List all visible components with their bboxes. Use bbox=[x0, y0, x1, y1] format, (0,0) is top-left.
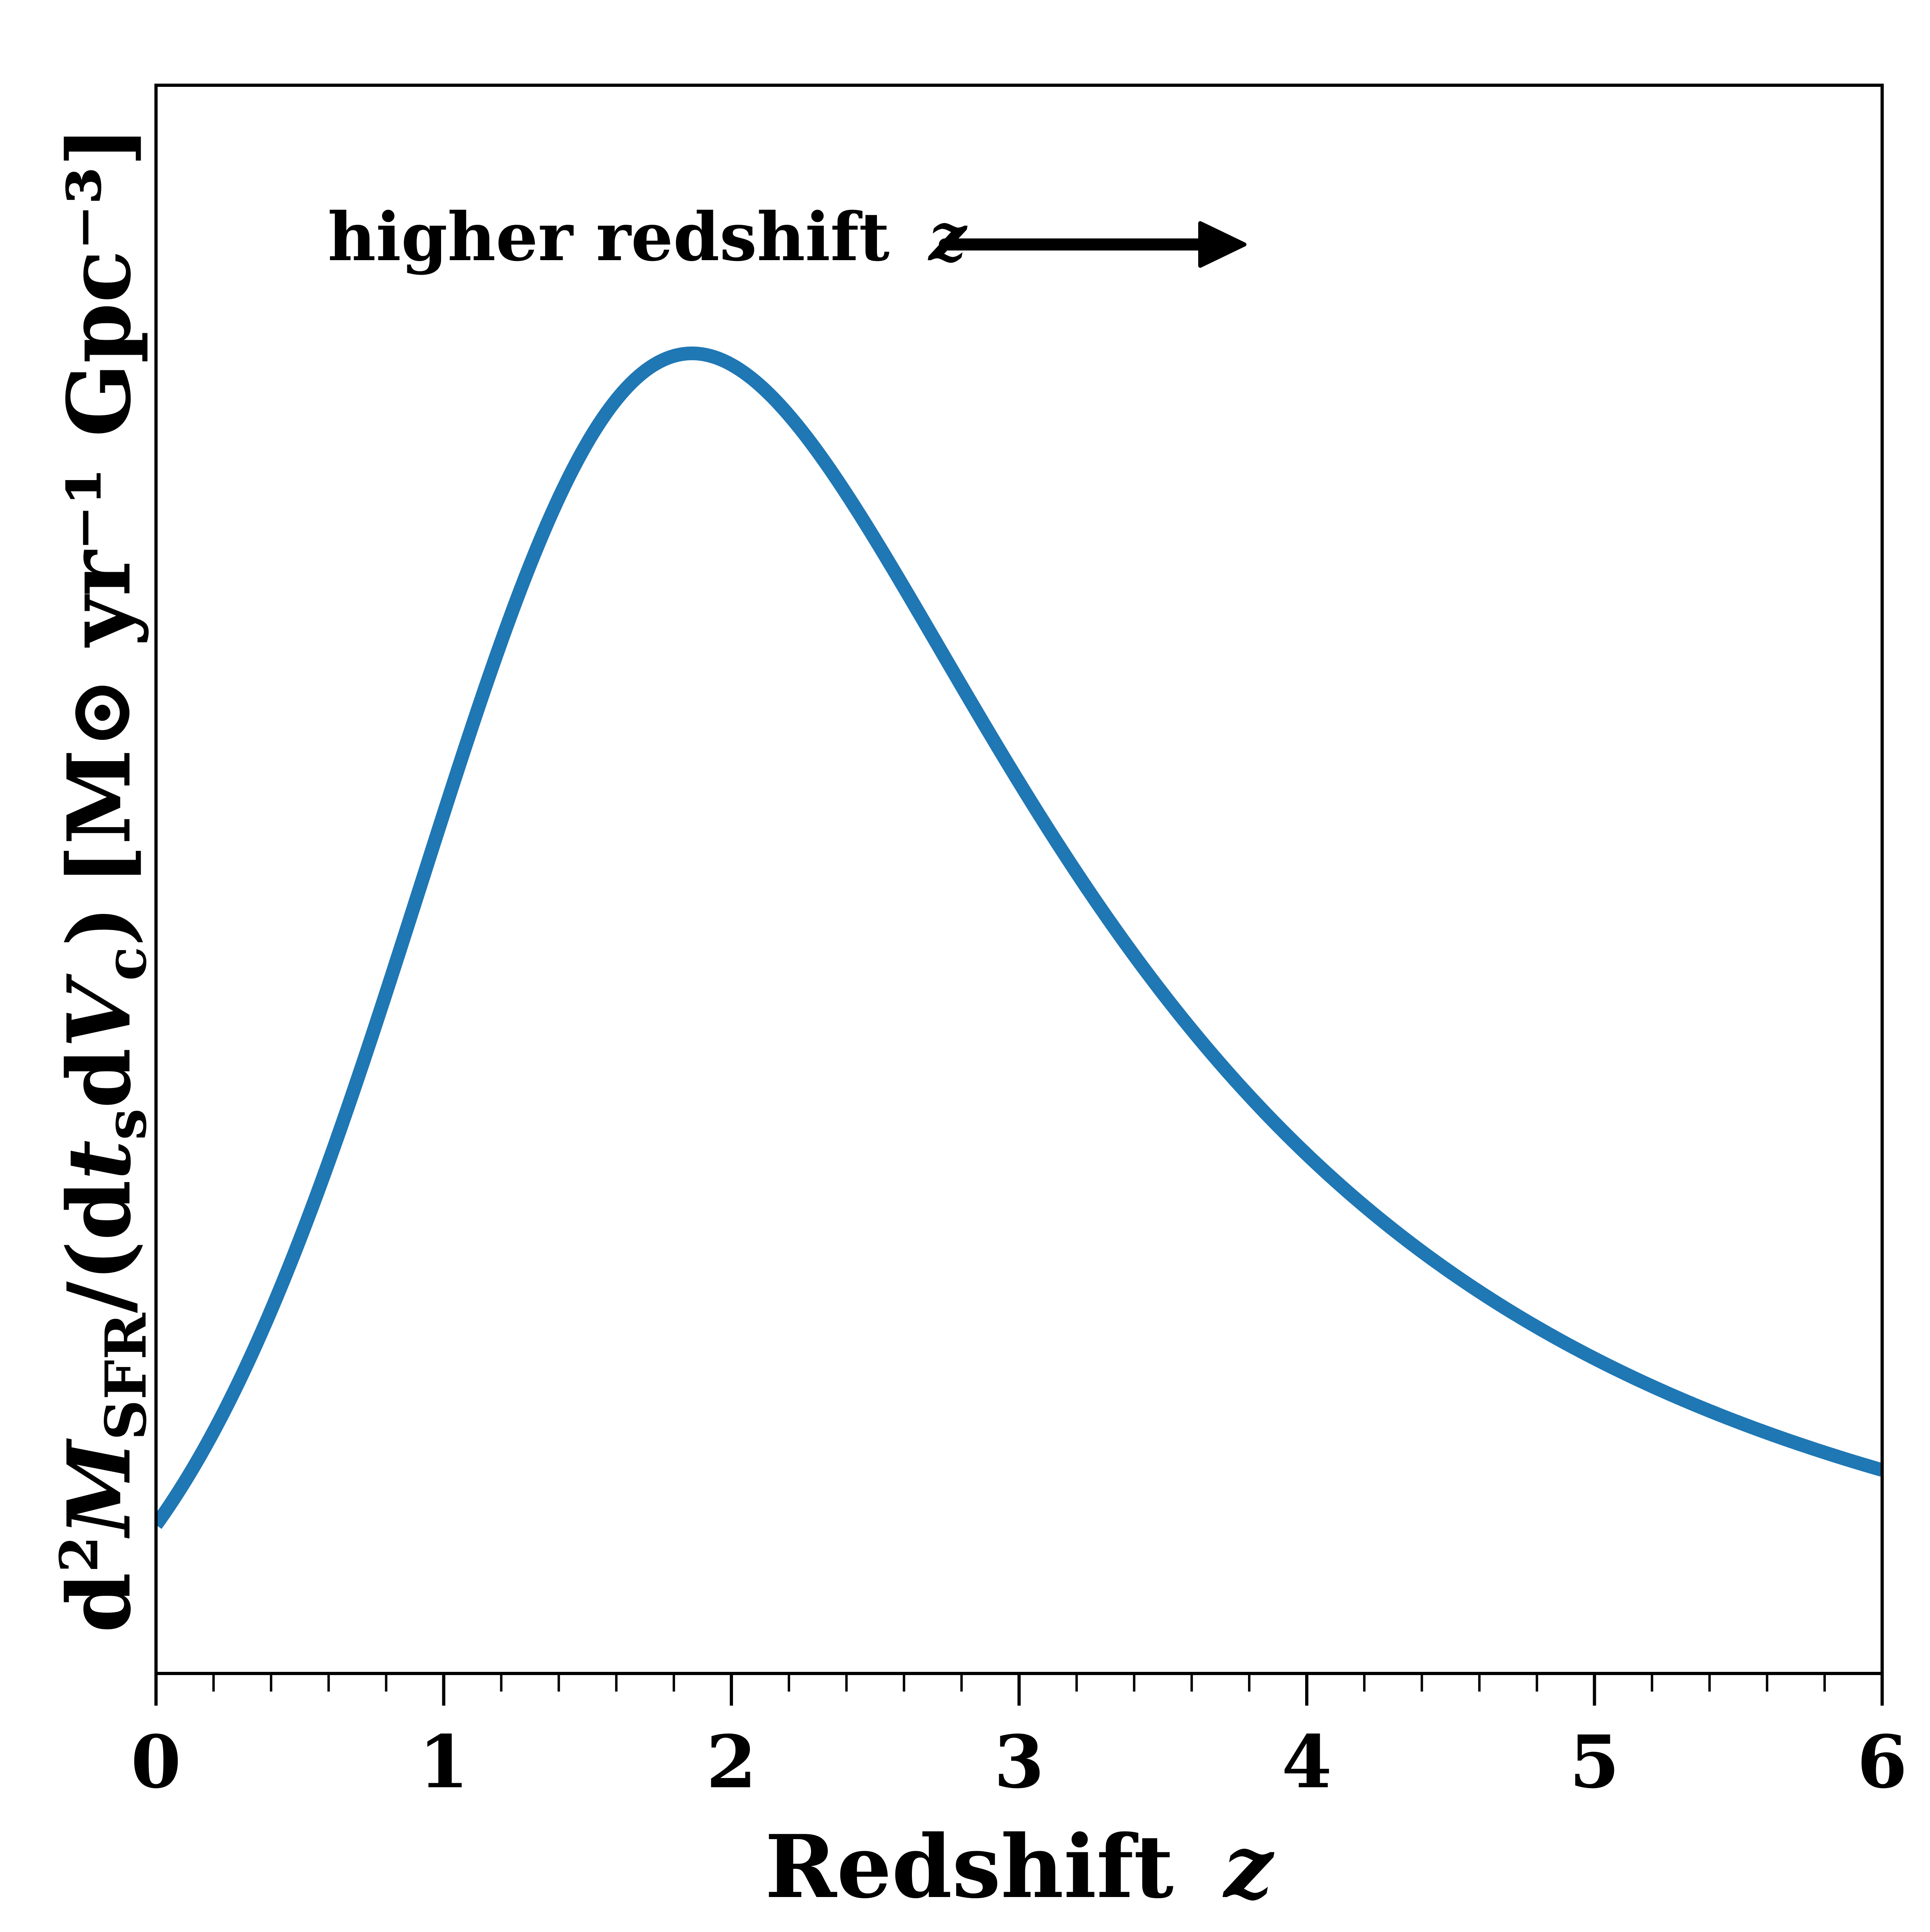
x-tick-label: 5 bbox=[1569, 1720, 1620, 1805]
x-axis-label: Redshift z bbox=[765, 1816, 1275, 1918]
x-tick-label: 2 bbox=[706, 1720, 756, 1805]
x-tick-label: 4 bbox=[1281, 1720, 1332, 1805]
series-line bbox=[156, 346, 1882, 1529]
x-tick-label: 0 bbox=[131, 1720, 181, 1805]
annotation: higher redshift z bbox=[328, 198, 1246, 276]
x-axis-ticks bbox=[154, 1673, 1884, 1706]
x-tick-label: 6 bbox=[1857, 1720, 1907, 1805]
annotation-text: higher redshift z bbox=[328, 198, 968, 276]
x-axis-tick-labels: 0 1 2 3 4 5 6 bbox=[131, 1720, 1907, 1805]
y-axis-label: d2MSFR/(dtsdVc)[M⊙ yr⁻¹ Gpc⁻³] bbox=[48, 126, 159, 1633]
x-tick-label: 1 bbox=[419, 1720, 469, 1805]
annotation-arrow-head bbox=[1198, 221, 1246, 268]
x-tick-label: 3 bbox=[994, 1720, 1044, 1805]
plot-frame bbox=[154, 84, 1884, 1675]
